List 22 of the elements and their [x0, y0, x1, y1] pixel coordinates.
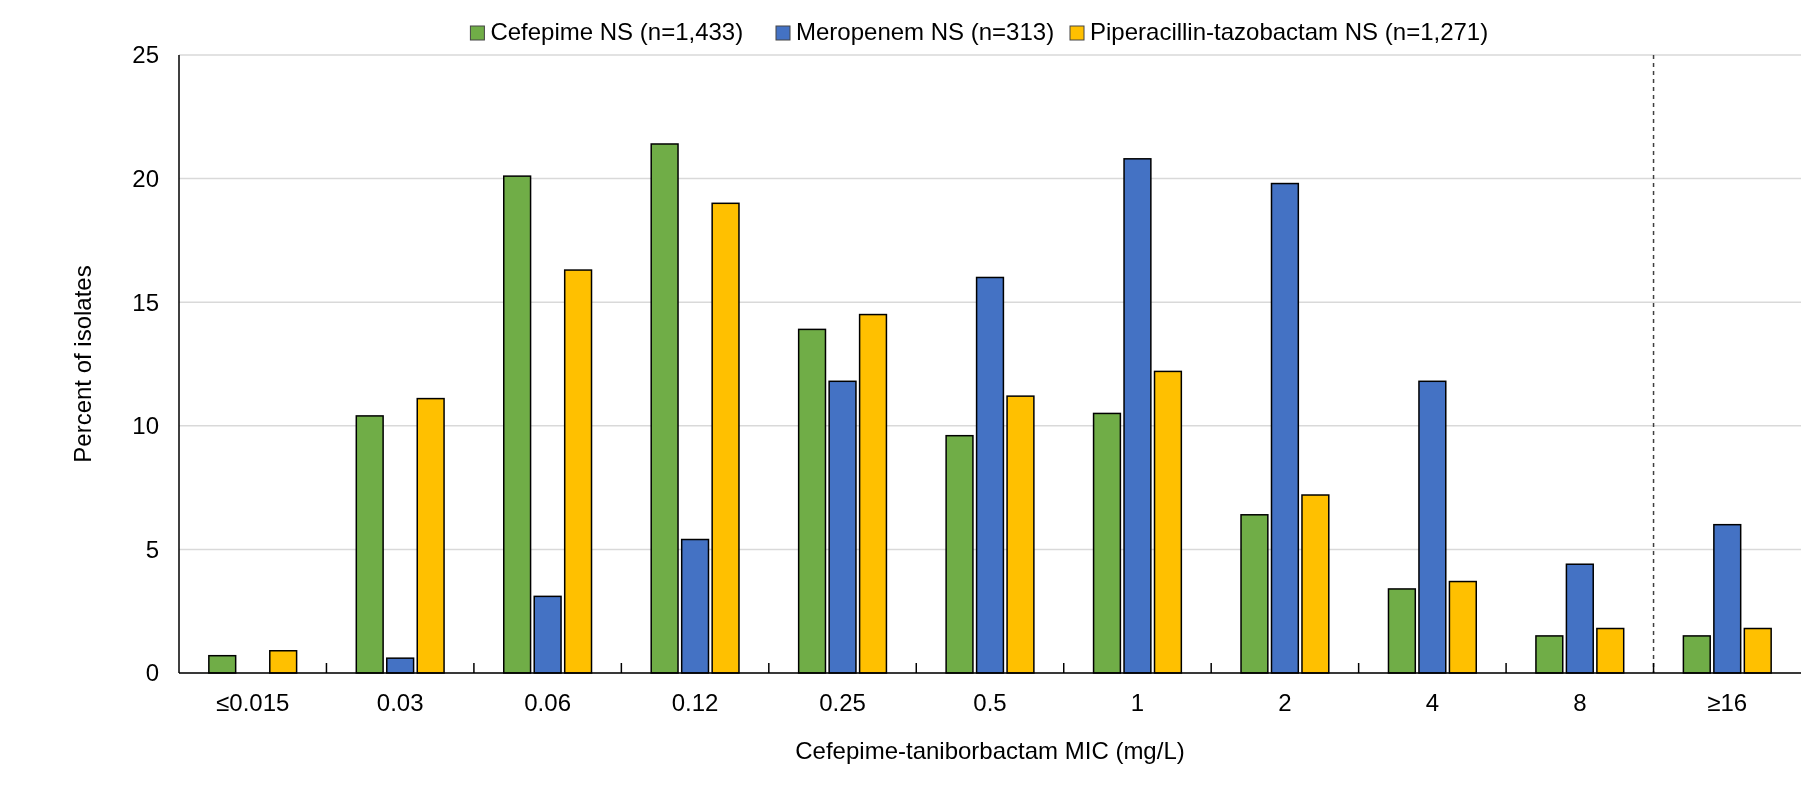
x-tick-label: 0.03	[376, 689, 424, 716]
y-tick-label: 0	[145, 659, 159, 687]
legend-label: Cefepime NS (n=1,433)	[490, 18, 744, 45]
y-tick-label: 15	[132, 288, 159, 316]
legend-label: Piperacillin-tazobactam NS (n=1,271)	[1090, 18, 1489, 45]
x-tick-label: 0.12	[671, 689, 719, 716]
legend-label: Meropenem NS (n=313)	[796, 18, 1055, 45]
y-tick-label: 20	[132, 165, 159, 192]
x-tick-label: ≤0.015	[216, 689, 290, 716]
y-axis-title: Percent of isolates	[69, 265, 96, 463]
x-tick-label: 0.5	[973, 689, 1007, 716]
x-tick-label: 0.06	[524, 689, 571, 716]
x-tick-label: ≥16	[1707, 689, 1748, 716]
x-tick-label: 4	[1425, 689, 1440, 716]
x-tick-label: 1	[1130, 689, 1145, 716]
x-tick-label: 0.25	[819, 689, 866, 716]
y-tick-label: 25	[132, 41, 159, 69]
y-tick-label: 5	[145, 535, 159, 563]
x-tick-label: 8	[1573, 689, 1587, 716]
x-tick-label: 2	[1278, 689, 1292, 716]
y-tick-label: 10	[132, 412, 159, 440]
x-axis-title: Cefepime-taniborbactam MIC (mg/L)	[795, 737, 1185, 764]
